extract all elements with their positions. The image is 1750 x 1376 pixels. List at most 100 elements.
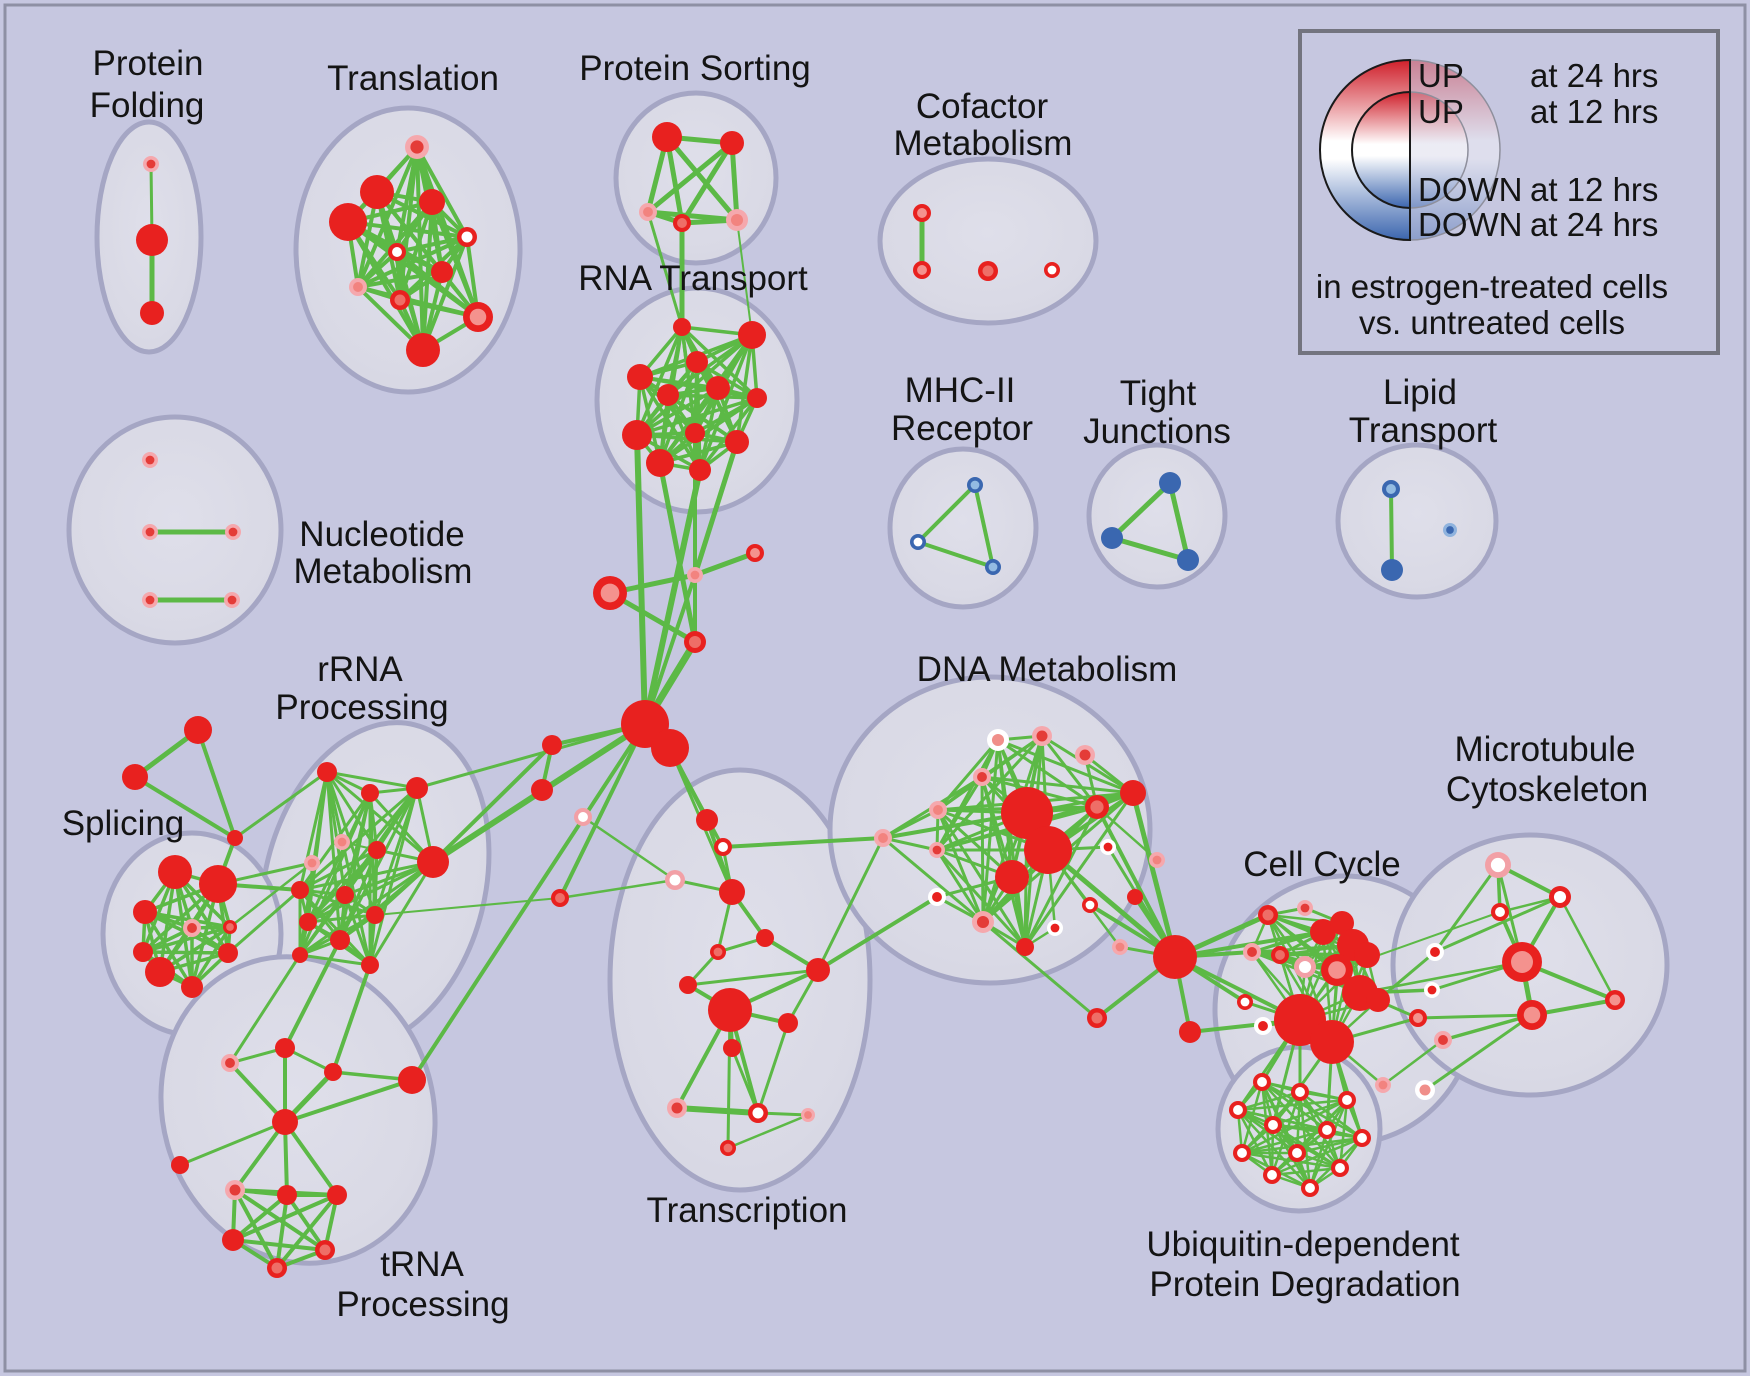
- network-node: [1024, 826, 1072, 874]
- network-edge: [730, 1046, 760, 1115]
- network-edge: [374, 897, 561, 916]
- network-edge: [695, 360, 739, 444]
- network-edge: [666, 393, 739, 444]
- cluster-label-mhc-ii-receptor: MHC-II: [905, 371, 1016, 410]
- network-node: [275, 1038, 295, 1058]
- network-edge: [346, 220, 469, 239]
- network-edge: [736, 219, 753, 336]
- network-edge: [1416, 1013, 1534, 1020]
- network-node-center: [1267, 1170, 1277, 1180]
- network-node: [329, 203, 367, 241]
- network-node: [531, 779, 553, 801]
- network-node: [1120, 780, 1146, 806]
- network-node: [327, 1185, 347, 1205]
- legend-direction-label: UP: [1418, 93, 1464, 130]
- network-edge: [298, 953, 372, 967]
- network-node: [1153, 935, 1197, 979]
- network-edge: [325, 770, 435, 864]
- cluster-label-lipid-transport: Transport: [1349, 411, 1498, 450]
- network-node-center: [671, 1102, 683, 1114]
- legend-time-label: at 12 hrs: [1530, 171, 1658, 208]
- network-node: [696, 809, 718, 831]
- network-node-center: [461, 231, 473, 243]
- network-node: [685, 423, 705, 443]
- network-node-center: [229, 1184, 241, 1196]
- network-node: [673, 318, 691, 336]
- cluster-label-mhc-ii-receptor: Receptor: [891, 409, 1033, 448]
- network-node-center: [1438, 1035, 1448, 1045]
- network-edge: [143, 910, 232, 929]
- network-node: [199, 865, 237, 903]
- network-node-center: [730, 213, 744, 227]
- legend-time-label: at 24 hrs: [1530, 57, 1658, 94]
- network-edge: [881, 836, 939, 852]
- network-edge: [306, 913, 377, 924]
- network-node-center: [1298, 960, 1312, 974]
- cluster-label-transcription: Transcription: [647, 1191, 848, 1230]
- network-node: [738, 321, 766, 349]
- network-node-center: [1036, 730, 1048, 742]
- network-node-center: [394, 294, 406, 306]
- network-node-center: [145, 527, 155, 537]
- network-edge: [726, 1113, 810, 1150]
- network-node: [1101, 527, 1123, 549]
- network-edge: [415, 722, 647, 790]
- network-node-center: [933, 805, 943, 815]
- network-edge: [1045, 847, 1178, 960]
- network-edge: [1130, 790, 1178, 960]
- network-edge: [645, 140, 735, 215]
- network-node-center: [307, 858, 317, 868]
- network-node-center: [1237, 1148, 1247, 1158]
- network-edge: [1433, 895, 1562, 954]
- network-node: [133, 900, 157, 924]
- network-edge: [935, 848, 985, 924]
- network-node: [366, 906, 384, 924]
- network-node-center: [988, 562, 998, 572]
- network-node: [756, 929, 774, 947]
- network-node: [419, 189, 445, 215]
- network-node: [361, 784, 379, 802]
- network-node: [995, 860, 1029, 894]
- network-edge: [581, 815, 677, 882]
- network-node: [679, 976, 697, 994]
- network-node: [1310, 1020, 1354, 1064]
- network-node-center: [913, 537, 923, 547]
- network-node-center: [1357, 1133, 1367, 1143]
- cluster-label-cell-cycle: Cell Cycle: [1243, 845, 1401, 884]
- legend-direction-label: DOWN: [1418, 206, 1522, 243]
- network-node: [136, 224, 168, 256]
- cluster-label-splicing: Splicing: [62, 804, 185, 843]
- nodes-layer: [122, 122, 1625, 1278]
- legend-time-label: at 12 hrs: [1530, 93, 1658, 130]
- network-edge: [285, 1193, 327, 1252]
- network-node-center: [991, 733, 1005, 747]
- legend-direction-label: UP: [1418, 57, 1464, 94]
- network-node-center: [917, 208, 927, 218]
- network-edge: [935, 848, 1027, 949]
- network-edge: [1240, 1128, 1329, 1155]
- network-edge: [996, 738, 1099, 809]
- legend-time-label: at 24 hrs: [1530, 206, 1658, 243]
- network-edge: [721, 836, 885, 849]
- network-edge: [642, 467, 703, 727]
- network-edge: [635, 396, 759, 437]
- network-edge: [695, 360, 759, 400]
- network-node-center: [600, 583, 620, 603]
- network-node: [292, 947, 308, 963]
- cluster-label-microtubule-cytoskeleton: Microtubule: [1455, 730, 1636, 769]
- cluster-label-microtubule-cytoskeleton: Cytoskeleton: [1446, 770, 1648, 809]
- network-node-center: [982, 265, 994, 277]
- network-node: [218, 943, 238, 963]
- network-node: [1016, 938, 1034, 956]
- network-node: [723, 1039, 741, 1057]
- network-edge: [343, 893, 372, 967]
- network-edge: [410, 722, 647, 1082]
- network-node: [1177, 549, 1199, 571]
- cluster-label-dna-metabolism: DNA Metabolism: [917, 650, 1178, 689]
- network-node-center: [1553, 890, 1567, 904]
- network-node: [184, 716, 212, 744]
- network-edge: [346, 220, 425, 352]
- cluster-label-nucleotide-metabolism: Metabolism: [294, 552, 473, 591]
- cluster-ellipse-protein-sorting: [613, 90, 779, 266]
